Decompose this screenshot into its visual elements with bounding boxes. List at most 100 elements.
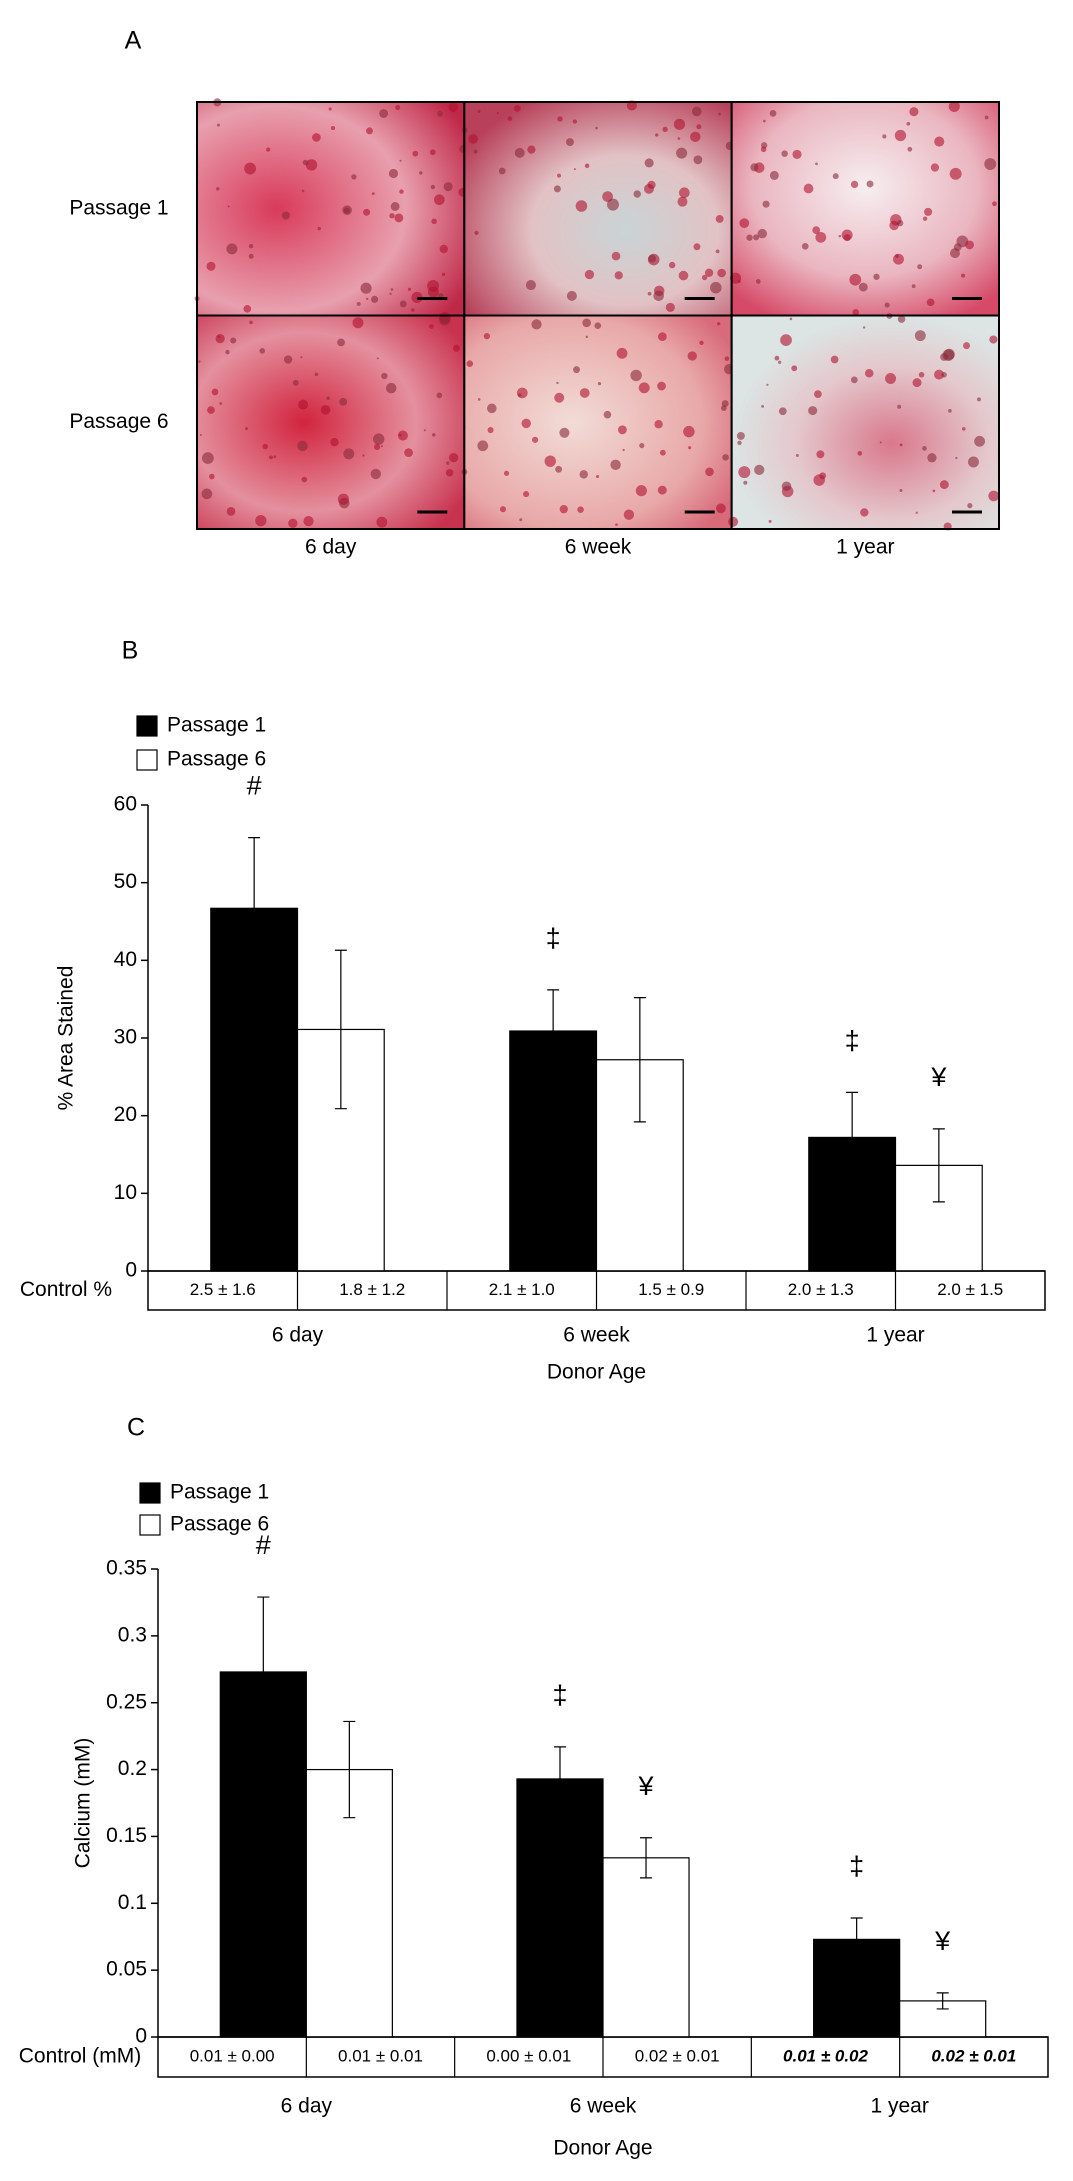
error-bar: [553, 1746, 566, 1812]
annotation: #: [247, 771, 262, 801]
stain-spot: [352, 317, 364, 329]
stain-spot: [766, 383, 769, 386]
stain-spot: [907, 146, 913, 152]
stain-spot: [603, 410, 612, 419]
stain-spot: [288, 518, 298, 528]
stain-spot: [556, 381, 559, 385]
legend-label: Passage 1: [170, 1481, 269, 1504]
stain-spot: [746, 234, 753, 241]
stain-spot: [792, 149, 802, 159]
stain-spot: [351, 174, 357, 180]
stain-spot: [622, 448, 625, 452]
legend-swatch: [136, 749, 158, 771]
stain-spot: [988, 490, 1000, 502]
stain-spot: [757, 228, 768, 239]
stain-spot: [781, 150, 788, 157]
y-tick-label: 0.3: [118, 1623, 147, 1646]
control-row-label: Control %: [20, 1278, 112, 1301]
stain-spot: [984, 115, 989, 120]
stain-spot: [717, 322, 721, 326]
stain-spot: [554, 392, 565, 403]
stain-spot: [582, 318, 591, 328]
stain-spot: [909, 107, 919, 117]
legend-swatch: [139, 1514, 161, 1536]
row-label: Passage 1: [69, 196, 168, 219]
stain-spot: [724, 356, 730, 361]
y-axis-label: Calcium (mM): [72, 1738, 95, 1869]
stain-spot: [544, 455, 556, 467]
stain-spot: [763, 119, 766, 123]
stain-spot: [380, 445, 383, 448]
stain-spot: [320, 404, 331, 415]
stain-spot: [673, 118, 686, 130]
stain-spot: [281, 211, 290, 220]
stain-spot: [437, 110, 443, 117]
stain-spot: [553, 185, 561, 193]
stain-spot: [243, 304, 252, 313]
x-tick-label: 6 week: [563, 1324, 630, 1347]
panel-a: A: [125, 27, 142, 55]
photo: [197, 102, 465, 316]
stain-spot: [926, 298, 935, 307]
photo: [464, 315, 732, 529]
stain-spot: [899, 488, 903, 492]
stain-spot: [468, 134, 478, 144]
control-value: 2.5 ± 1.6: [190, 1280, 256, 1299]
x-tick-label: 1 year: [866, 1324, 924, 1347]
control-row-label: Control (mM): [19, 2045, 142, 2068]
y-tick-label: 50: [114, 870, 137, 893]
error-bar: [850, 1917, 863, 1962]
stain-spot: [584, 269, 595, 280]
stain-spot: [531, 319, 542, 330]
legend-label: Passage 1: [167, 714, 266, 737]
stain-spot: [984, 158, 997, 171]
y-tick-label: 60: [114, 793, 137, 816]
stain-spot: [207, 406, 215, 414]
stain-spot: [389, 292, 392, 295]
stain-spot: [976, 397, 981, 402]
stain-spot: [356, 301, 361, 306]
stain-spot: [412, 150, 419, 157]
stain-spot: [849, 273, 862, 286]
stain-spot: [477, 398, 481, 401]
stain-spot: [653, 290, 665, 302]
stain-spot: [917, 264, 923, 270]
stain-spot: [573, 366, 581, 374]
stain-spot: [477, 440, 489, 452]
stain-spot: [360, 282, 372, 294]
stain-spot: [342, 205, 352, 215]
stain-spot: [448, 102, 459, 113]
stain-spot: [654, 420, 663, 429]
stain-spot: [217, 335, 221, 338]
y-tick-label: 0.05: [106, 1958, 147, 1981]
stain-spot: [948, 409, 952, 413]
stain-spot: [519, 518, 523, 522]
stain-spot: [644, 158, 654, 168]
stain-spot: [394, 213, 404, 223]
stain-spot: [693, 243, 701, 251]
stain-spot: [864, 368, 874, 378]
stain-spot: [795, 453, 799, 457]
stain-spot: [615, 523, 618, 526]
stain-spot: [884, 302, 890, 308]
stain-spot: [778, 407, 787, 416]
stain-spot: [521, 418, 531, 429]
stain-spot: [657, 485, 667, 495]
stain-spot: [789, 317, 793, 321]
error-bar: [343, 1720, 356, 1819]
stain-spot: [668, 261, 676, 269]
stain-spot: [889, 220, 899, 231]
stain-spot: [209, 473, 215, 480]
stain-spot: [922, 446, 927, 451]
stain-spot: [623, 509, 635, 520]
stain-spot: [555, 465, 563, 473]
error-bar: [846, 1091, 859, 1184]
stain-spot: [314, 372, 319, 377]
stain-spot: [566, 290, 577, 301]
stain-spot: [611, 251, 621, 261]
stain-spot: [852, 309, 859, 316]
stain-spot: [487, 427, 494, 434]
stain-spot: [677, 196, 688, 207]
annotation: ‡: [552, 1680, 567, 1710]
stain-spot: [330, 437, 339, 447]
